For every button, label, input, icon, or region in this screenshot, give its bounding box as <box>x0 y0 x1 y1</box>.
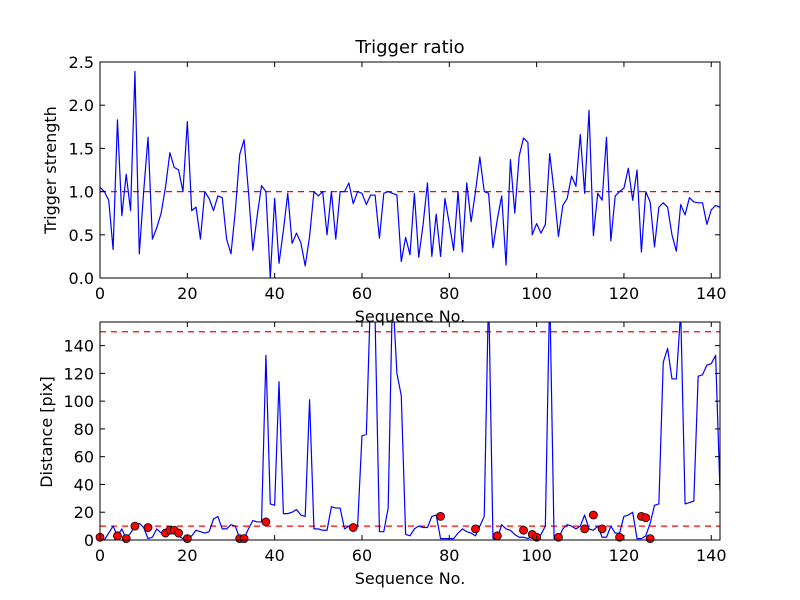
chart-title: Trigger ratio <box>354 37 464 58</box>
x-tick-label: 40 <box>264 284 284 303</box>
x-tick-label: 40 <box>264 546 284 565</box>
y-tick-label: 120 <box>63 364 94 383</box>
y-tick-label: 0.5 <box>69 226 94 245</box>
x-tick-label: 100 <box>521 284 552 303</box>
x-tick-label: 120 <box>609 284 640 303</box>
y-tick-label: 2.0 <box>69 96 94 115</box>
y-tick-label: 80 <box>74 420 94 439</box>
y-tick-label: 60 <box>74 448 94 467</box>
y-tick-label: 1.5 <box>69 139 94 158</box>
x-axis-label: Sequence No. <box>355 569 466 588</box>
x-tick-label: 0 <box>95 546 105 565</box>
x-tick-label: 140 <box>696 284 727 303</box>
y-tick-label: 20 <box>74 503 94 522</box>
y-tick-label: 1.0 <box>69 183 94 202</box>
y-tick-label: 0 <box>84 531 94 550</box>
y-tick-label: 0.0 <box>69 269 94 288</box>
y-tick-label: 100 <box>63 392 94 411</box>
x-tick-label: 80 <box>439 546 459 565</box>
y-tick-label: 140 <box>63 337 94 356</box>
x-tick-label: 140 <box>696 546 727 565</box>
x-tick-label: 20 <box>177 284 197 303</box>
x-tick-label: 60 <box>352 284 372 303</box>
x-tick-label: 20 <box>177 546 197 565</box>
x-tick-label: 60 <box>352 546 372 565</box>
x-tick-label: 0 <box>95 284 105 303</box>
y-tick-label: 40 <box>74 475 94 494</box>
plot-area-frame <box>100 322 720 540</box>
y-axis-label: Trigger strength <box>41 106 60 235</box>
x-tick-label: 120 <box>609 546 640 565</box>
x-tick-label: 100 <box>521 546 552 565</box>
y-tick-label: 2.5 <box>69 53 94 72</box>
y-axis-label: Distance [pix] <box>37 376 56 488</box>
x-tick-label: 80 <box>439 284 459 303</box>
figure: Trigger ratio 0 20 40 60 80 100 120 140 0.0 0.5 1… <box>0 0 800 600</box>
